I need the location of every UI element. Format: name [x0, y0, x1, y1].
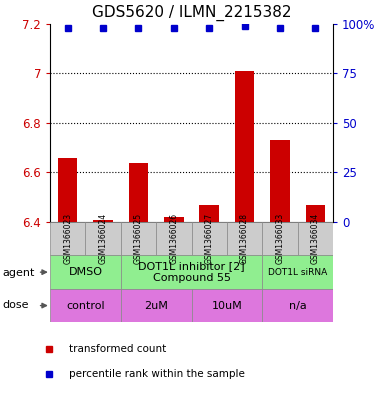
Bar: [306, 205, 325, 222]
Bar: [156, 222, 191, 255]
Bar: [199, 205, 219, 222]
Title: GDS5620 / ILMN_2215382: GDS5620 / ILMN_2215382: [92, 5, 291, 21]
Bar: [164, 217, 184, 222]
Text: GSM1366033: GSM1366033: [275, 213, 285, 264]
Bar: [121, 222, 156, 255]
Text: 2uM: 2uM: [144, 301, 168, 310]
Bar: [85, 222, 121, 255]
Text: 10uM: 10uM: [211, 301, 242, 310]
Text: DOT1L inhibitor [2]
Compound 55: DOT1L inhibitor [2] Compound 55: [138, 261, 245, 283]
Text: DMSO: DMSO: [69, 267, 102, 277]
Bar: [262, 289, 333, 322]
Bar: [262, 255, 333, 289]
Text: GSM1366034: GSM1366034: [311, 213, 320, 264]
Bar: [270, 140, 290, 222]
Text: agent: agent: [2, 268, 34, 278]
Text: DOT1L siRNA: DOT1L siRNA: [268, 268, 327, 277]
Text: GSM1366024: GSM1366024: [99, 213, 108, 264]
Text: GSM1366026: GSM1366026: [169, 213, 178, 264]
Text: GSM1366025: GSM1366025: [134, 213, 143, 264]
Bar: [121, 289, 192, 322]
Text: GSM1366028: GSM1366028: [240, 213, 249, 264]
Bar: [192, 222, 227, 255]
Bar: [262, 222, 298, 255]
Bar: [235, 71, 254, 222]
Bar: [121, 255, 262, 289]
Bar: [58, 158, 77, 222]
Bar: [298, 222, 333, 255]
Bar: [50, 255, 121, 289]
Text: transformed count: transformed count: [69, 344, 166, 354]
Text: dose: dose: [2, 299, 28, 310]
Bar: [50, 222, 85, 255]
Text: n/a: n/a: [289, 301, 306, 310]
Bar: [129, 163, 148, 222]
Text: control: control: [66, 301, 105, 310]
Bar: [94, 220, 113, 222]
Bar: [50, 289, 121, 322]
Text: GSM1366023: GSM1366023: [63, 213, 72, 264]
Bar: [227, 222, 262, 255]
Bar: [192, 289, 262, 322]
Text: percentile rank within the sample: percentile rank within the sample: [69, 369, 245, 379]
Text: GSM1366027: GSM1366027: [205, 213, 214, 264]
